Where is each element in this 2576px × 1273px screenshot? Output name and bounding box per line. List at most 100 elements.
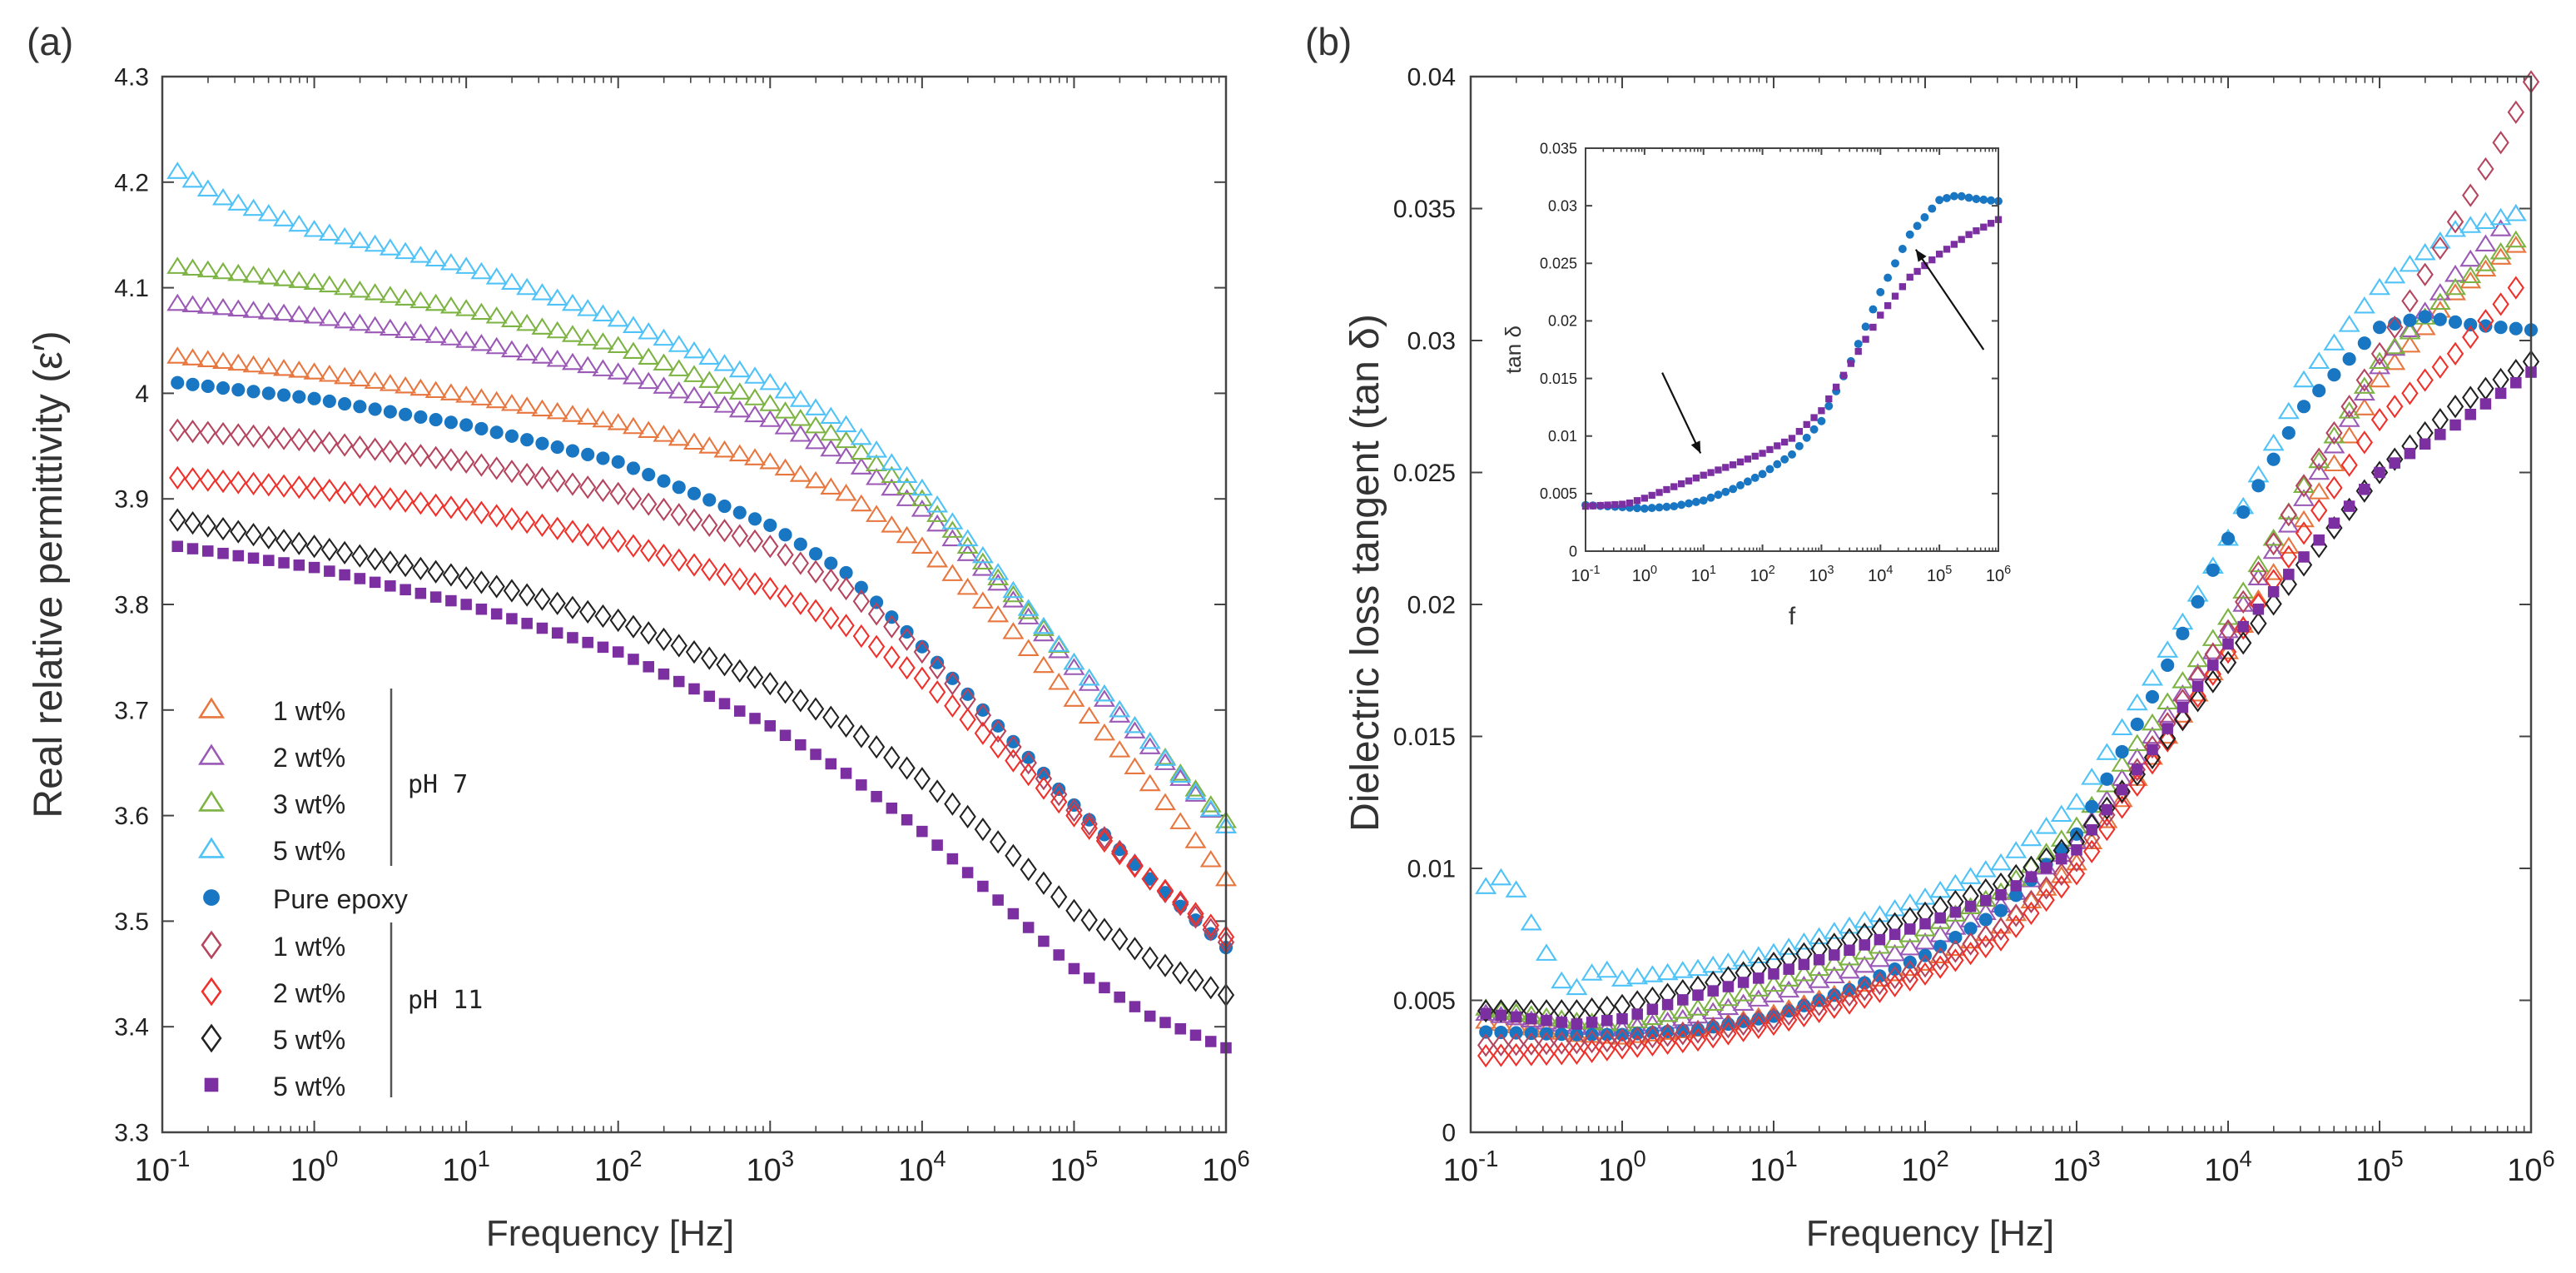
data-point [789,425,812,442]
data-point [1099,982,1110,994]
data-point [825,758,837,770]
data-point [582,636,593,649]
data-point [1002,584,1025,603]
data-point [653,353,675,370]
data-point [305,429,323,453]
data-point [992,894,1004,906]
data-point [989,830,1007,854]
data-point [2353,376,2375,394]
data-point [1568,1041,1586,1066]
data-point [881,465,903,484]
data-point [701,513,718,538]
data-point [1794,441,1804,450]
data-point [2464,409,2476,420]
data-point [320,537,339,562]
data-point [2176,626,2190,640]
data-point [762,535,779,559]
data-point [1932,955,1949,979]
x-tick-label: 103 [1809,564,1834,585]
data-point [1913,267,1921,276]
panel-b-ticks: 0 0.005 0.01 0.015 0.02 0.025 0.03 0.035 0.04 10-… [1393,64,2555,1189]
data-point [2037,888,2055,912]
data-point [2023,889,2040,914]
data-point [911,489,933,506]
data-point [516,313,539,331]
data-point [535,436,549,450]
data-point [379,374,401,391]
data-point [563,595,582,619]
data-point [531,283,553,301]
data-point [318,365,340,382]
data-point [1935,251,1943,258]
legend-marker [201,1023,222,1053]
data-point [974,704,992,728]
inset-ylabel: tan δ [1501,326,1526,374]
data-point [944,792,961,816]
data-point [1780,455,1789,464]
data-point [1869,305,1878,314]
data-point [2418,310,2432,324]
data-point [231,383,246,397]
data-point [1874,933,1886,946]
data-point [928,779,946,803]
data-point [2111,789,2133,808]
data-point [276,388,291,402]
data-point [1184,779,1207,797]
data-point [2368,351,2391,370]
data-point [837,714,855,738]
data-point [500,310,523,327]
data-point [1829,949,1840,961]
data-point [184,420,201,444]
data-point [822,705,840,729]
data-point [1838,916,1861,934]
data-point [1963,922,1978,936]
data-point [455,299,478,316]
data-point [445,594,457,607]
data-point [318,223,340,241]
data-point [1655,503,1664,512]
data-point [1810,414,1818,421]
data-point [807,599,825,623]
data-point [2449,419,2461,431]
data-point [531,317,553,335]
y-tick-label: 4 [135,380,149,408]
data-point [609,481,627,505]
data-point [1747,946,1769,963]
data-point [1809,425,1819,434]
data-point [424,380,447,399]
legend-item: 2 wt% [197,743,345,773]
data-point [2081,768,2103,785]
data-point [1735,1018,1752,1042]
data-point [2115,744,2129,758]
data-point [960,687,975,701]
data-point [835,484,857,501]
data-point [744,405,767,423]
data-point [682,385,706,404]
data-point [941,529,964,547]
data-point [1035,871,1053,895]
data-point [303,362,325,380]
data-point [1124,715,1146,733]
data-point [1494,1026,1508,1040]
data-point [624,487,643,511]
data-point [2280,503,2297,527]
data-point [2353,398,2375,415]
data-point [2399,335,2421,353]
data-point [1692,475,1700,482]
legend-label: 2 wt% [273,743,345,773]
data-point [245,523,262,547]
data-point [503,507,521,531]
data-point [975,703,990,717]
data-point [1172,892,1189,917]
data-point [561,405,583,422]
data-point [2323,435,2345,454]
data-point [658,668,670,680]
data-point [807,559,825,584]
data-point [881,515,903,533]
data-point [1611,500,1619,509]
data-point [607,413,629,430]
data-point [548,591,566,615]
data-point [424,293,447,311]
data-point [2386,395,2404,419]
data-point [2189,689,2206,713]
